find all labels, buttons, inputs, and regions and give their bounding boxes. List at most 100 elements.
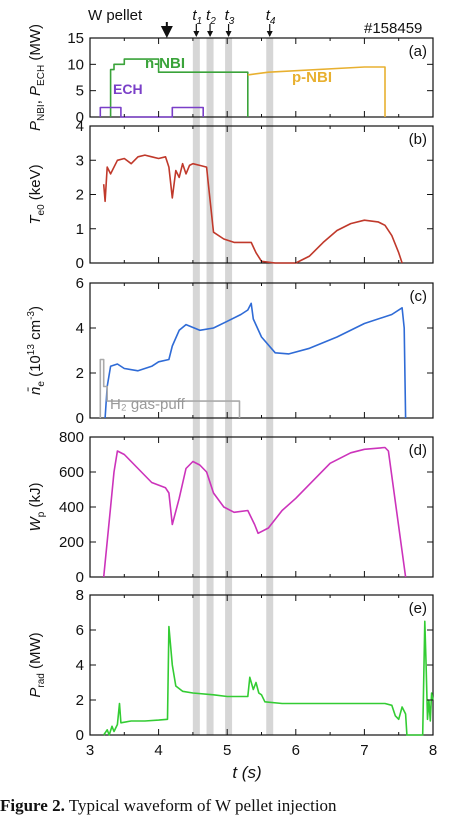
ytick-label-2-6: 6: [76, 275, 84, 292]
ylabel-part-2-5: -3: [26, 311, 37, 320]
ylabel-part-4-1: rad: [36, 673, 47, 687]
pellet-label: W pellet: [88, 7, 143, 24]
ylabel-part-2-6: ): [27, 306, 44, 311]
caption-text: Typical waveform of W pellet injection: [64, 796, 337, 815]
pellet-arrowhead: [160, 26, 173, 38]
legend-ech: ECH: [113, 81, 143, 97]
xtick-label-6: 6: [292, 742, 300, 759]
panel-frame-1: [89, 125, 434, 264]
data-lines: [99, 58, 434, 736]
ylabel-part-1-0: T: [27, 214, 44, 225]
series-line-4-0: [103, 620, 434, 736]
ytick-label-0-10: 10: [67, 56, 84, 73]
panel-frame-0: [89, 37, 434, 118]
ytick-label-2-2: 2: [76, 365, 84, 382]
series-line-2-0: [104, 302, 407, 419]
ytick-label-0-0: 0: [76, 109, 84, 126]
ylabel-1: Te0 (keV): [27, 164, 47, 224]
caption-label: Figure 2.: [0, 796, 65, 815]
ytick-label-0-5: 5: [76, 83, 84, 100]
xtick-label-7: 7: [360, 742, 368, 759]
ytick-label-4-8: 8: [76, 587, 84, 604]
time-marker-arrowhead-t1: [193, 31, 200, 37]
ytick-label-4-2: 2: [76, 692, 84, 709]
ytick-label-1-4: 4: [76, 118, 84, 135]
time-marker-label-t1: t1: [192, 7, 202, 27]
time-marker-arrowhead-t3: [225, 31, 232, 37]
ylabel-part-2-0: n̄: [27, 386, 44, 395]
ylabel-part-4-0: P: [27, 688, 44, 698]
time-marker-sub-t3: 3: [229, 16, 235, 27]
ylabel-part-4-2: (MW): [27, 632, 44, 673]
ylabel-part-1-2: (keV): [27, 164, 44, 204]
time-marker-label-t2: t2: [206, 7, 216, 27]
panel-frames: [89, 37, 434, 736]
time-marker-arrowhead-t2: [207, 31, 214, 37]
ytick-label-2-4: 4: [76, 320, 84, 337]
ytick-label-1-0: 0: [76, 255, 84, 272]
ytick-label-2-0: 0: [76, 410, 84, 427]
ytick-label-4-0: 0: [76, 727, 84, 744]
ytick-label-1-1: 1: [76, 221, 84, 238]
panel-frame-4: [89, 594, 434, 736]
ylabel-4: Prad (MW): [27, 632, 47, 697]
ylabel-0: PNBI, PECH (MW): [27, 24, 47, 131]
ylabel-part-3-1: p: [36, 511, 47, 517]
panel-label-1: (b): [409, 131, 427, 148]
time-marker-arrowhead-t4: [266, 31, 273, 37]
annotation-h2-gas-puff: H₂ gas-puff: [110, 396, 186, 413]
panel-label-3: (d): [409, 442, 427, 459]
time-band-t2: [206, 38, 214, 735]
ylabel-part-2-1: e: [36, 381, 47, 387]
time-marker-label-t3: t3: [225, 7, 235, 27]
time-band-t3: [225, 38, 233, 735]
series-line-0-0: [109, 58, 249, 117]
xtick-label-8: 8: [429, 742, 437, 759]
panel-label-0: (a): [409, 43, 427, 60]
ylabel-part-0-0: P: [27, 121, 44, 131]
ylabel-part-2-3: 13: [26, 344, 37, 356]
panel-label-2: (c): [410, 288, 428, 305]
ytick-label-1-2: 2: [76, 187, 84, 204]
panel-frame-3: [89, 436, 434, 578]
time-marker-sub-t4: 4: [270, 16, 276, 27]
figure-caption: Figure 2. Typical waveform of W pellet i…: [0, 796, 474, 816]
time-marker-sub-t2: 2: [209, 16, 216, 27]
ylabel-part-3-0: W: [27, 515, 44, 531]
ylabel-part-0-3: P: [27, 86, 44, 96]
series-line-0-2: [99, 106, 204, 118]
series-line-3-0: [102, 446, 407, 578]
ylabel-part-0-2: ,: [27, 96, 44, 104]
waveform-figure: W pellet #158459 n-NBI p-NBI ECH H₂ gas-…: [26, 7, 437, 782]
ytick-label-0-15: 15: [67, 30, 84, 47]
ytick-label-1-3: 3: [76, 152, 84, 169]
time-marker-label-t4: t4: [266, 7, 276, 27]
ylabel-part-2-4: cm: [27, 320, 44, 344]
xlabel: t (s): [232, 763, 261, 782]
figure-text: W pellet #158459 n-NBI p-NBI ECH H₂ gas-…: [88, 7, 422, 782]
ytick-label-3-0: 0: [76, 569, 84, 586]
ylabel-part-0-4: ECH: [36, 65, 47, 86]
panel-label-4: (e): [409, 600, 427, 617]
series-line-2-1: [99, 358, 241, 418]
legend-n-nbi: n-NBI: [145, 55, 185, 72]
shot-number: #158459: [364, 20, 422, 37]
ylabel-3: Wp (kJ): [27, 483, 47, 532]
ytick-label-4-6: 6: [76, 622, 84, 639]
time-marker-sub-t1: 1: [197, 16, 203, 27]
ytick-label-3-800: 800: [59, 429, 84, 446]
ylabel-part-1-1: e0: [36, 204, 47, 216]
series-line-1-0: [102, 154, 403, 264]
time-marker-bands: [192, 38, 274, 735]
legend-p-nbi: p-NBI: [292, 69, 332, 86]
ylabel-part-0-1: NBI: [36, 104, 47, 121]
ylabel-part-0-5: (MW): [27, 24, 44, 65]
xtick-label-5: 5: [223, 742, 231, 759]
ytick-label-3-200: 200: [59, 534, 84, 551]
ytick-label-3-600: 600: [59, 464, 84, 481]
ytick-label-4-4: 4: [76, 657, 84, 674]
time-band-t4: [266, 38, 274, 735]
series-line-0-1: [247, 66, 386, 117]
time-band-t1: [192, 38, 200, 735]
